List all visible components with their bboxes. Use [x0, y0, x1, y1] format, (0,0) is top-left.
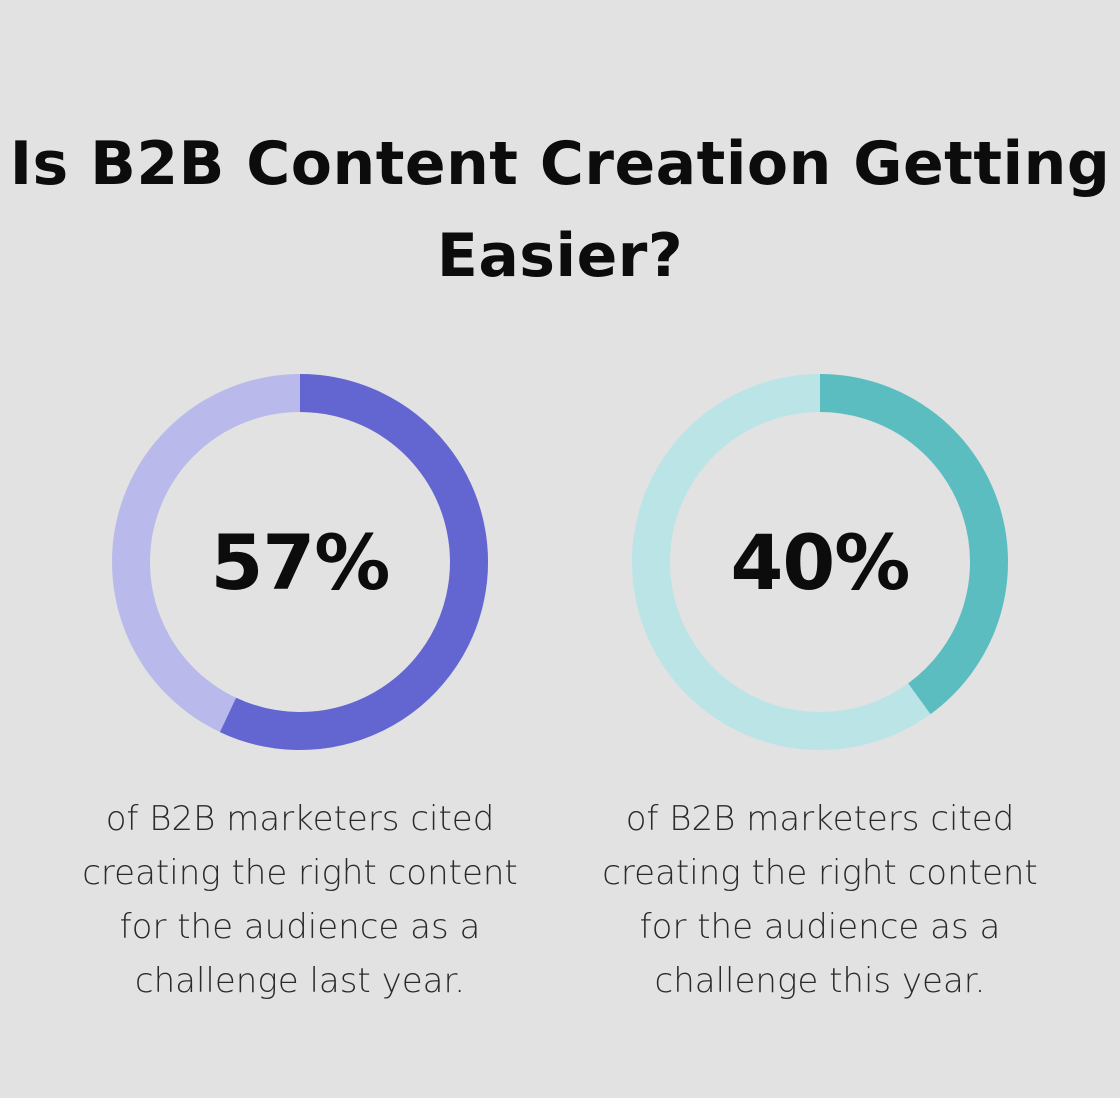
- donut-svg: [632, 374, 1008, 750]
- donut-fill: [219, 374, 488, 750]
- donut-fill: [819, 374, 1008, 715]
- stat-card-this-year: 40% of B2B marketers cited creating the …: [560, 372, 1080, 1012]
- stat-caption: of B2B marketers cited creating the righ…: [82, 799, 518, 1001]
- stat-caption: of B2B marketers cited creating the righ…: [602, 799, 1038, 1001]
- donut-value-label: 57%: [210, 517, 391, 607]
- donut-chart: 57%: [110, 372, 490, 752]
- stat-card-last-year: 57% of B2B marketers cited creating the …: [40, 372, 560, 1012]
- donut-svg: [112, 374, 488, 750]
- page-title: Is B2B Content Creation Getting Easier?: [9, 129, 1111, 291]
- donut-chart: 40%: [630, 372, 1010, 752]
- donut-value-label: 40%: [730, 517, 911, 607]
